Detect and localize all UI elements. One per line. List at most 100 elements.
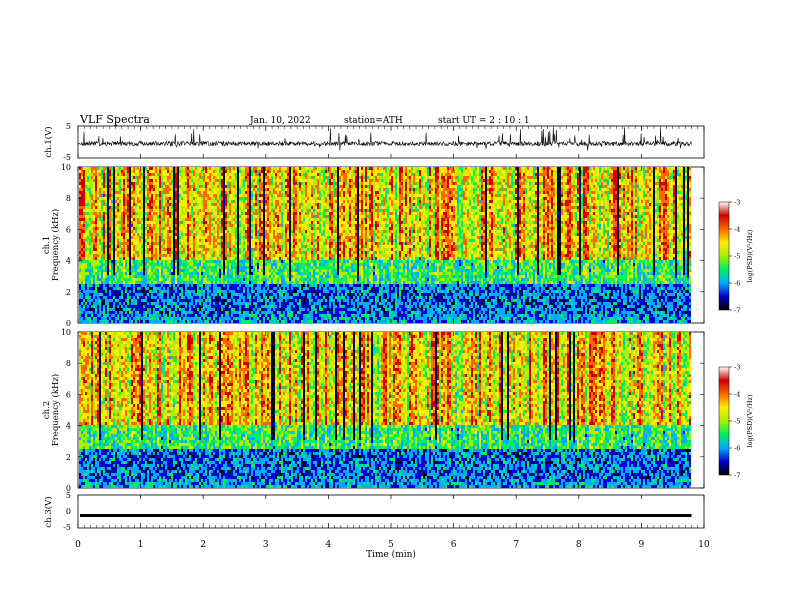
spectrogram-cell — [91, 245, 93, 248]
spectrogram-cell — [125, 257, 127, 260]
spectrogram-cell — [139, 275, 141, 278]
spectrogram-cell — [157, 251, 159, 254]
spectrogram-cell — [191, 170, 193, 173]
spectrogram-cell — [245, 281, 247, 284]
spectrogram-cell — [173, 224, 175, 227]
spectrogram-cell — [125, 188, 127, 191]
spectrogram-cell — [211, 236, 213, 239]
spectrogram-cell — [189, 215, 191, 218]
spectrogram-cell — [253, 206, 255, 209]
spectrogram-cell — [141, 224, 143, 227]
spectrogram-cell — [249, 314, 251, 317]
spectrogram-cell — [237, 182, 239, 185]
spectrogram-cell — [91, 275, 93, 278]
spectrogram-cell — [171, 317, 173, 320]
spectrogram-cell — [211, 233, 213, 236]
spectrogram-cell — [179, 233, 181, 236]
spectrogram-cell — [221, 197, 223, 200]
spectrogram-cell — [259, 230, 261, 233]
spectrogram-cell — [119, 185, 121, 188]
spectrogram-cell — [93, 176, 95, 179]
spectrogram-cell — [193, 173, 195, 176]
spectrogram-cell — [219, 218, 221, 221]
spectrogram-cell — [185, 230, 187, 233]
spectrogram-cell — [83, 233, 85, 236]
spectrogram-cell — [95, 242, 97, 245]
spectrogram-cell — [181, 218, 183, 221]
spectrogram-cell — [169, 218, 171, 221]
spectrogram-cell — [87, 263, 89, 266]
spectrogram-cell — [93, 290, 95, 293]
spectrogram-cell — [85, 290, 87, 293]
spectrogram-cell — [255, 305, 257, 308]
spectrogram-cell — [113, 221, 115, 224]
spectrogram-cell — [189, 248, 191, 251]
spectrogram-cell — [187, 167, 189, 170]
spectrogram-cell — [153, 233, 155, 236]
spectrogram-cell — [229, 173, 231, 176]
spectrogram-cell — [175, 290, 177, 293]
spectrogram-cell — [163, 290, 165, 293]
spectrogram-cell — [269, 188, 271, 191]
spectrogram-cell — [105, 188, 107, 191]
spectrogram-cell — [269, 287, 271, 290]
spectrogram-cell — [153, 281, 155, 284]
spectrogram-cell — [205, 299, 207, 302]
spectrogram-cell — [211, 314, 213, 317]
spectrogram-cell — [87, 293, 89, 296]
spectrogram-cell — [183, 206, 185, 209]
spectrogram-cell — [129, 257, 131, 260]
spectrogram-cell — [231, 302, 233, 305]
spectrogram-cell — [217, 170, 219, 173]
spectrogram-cell — [135, 215, 137, 218]
spectrogram-cell — [135, 212, 137, 215]
spectrogram-cell — [171, 224, 173, 227]
spectrogram-cell — [129, 308, 131, 311]
spectrogram-cell — [119, 308, 121, 311]
spectrogram-cell — [135, 296, 137, 299]
spectrogram-cell — [93, 296, 95, 299]
spectrogram-cell — [229, 278, 231, 281]
spectrogram-cell — [175, 221, 177, 224]
spectrogram-cell — [157, 263, 159, 266]
spectrogram-cell — [179, 281, 181, 284]
spectrogram-cell — [95, 179, 97, 182]
spectrogram-cell — [115, 239, 117, 242]
spectrogram-cell — [241, 185, 243, 188]
spectrogram-cell — [81, 203, 83, 206]
spectrogram-cell — [223, 317, 225, 320]
spectrogram-cell — [231, 254, 233, 257]
spectrogram-cell — [91, 212, 93, 215]
spectrogram-cell — [129, 296, 131, 299]
spectrogram-cell — [191, 224, 193, 227]
spectrogram-cell — [207, 281, 209, 284]
spectrogram-cell — [175, 239, 177, 242]
spectrogram-cell — [177, 287, 179, 290]
spectrogram-cell — [249, 284, 251, 287]
spectrogram-cell — [89, 182, 91, 185]
spectrogram-cell — [201, 296, 203, 299]
spectrogram-cell — [235, 275, 237, 278]
spectrogram-cell — [175, 212, 177, 215]
spectrogram-cell — [181, 209, 183, 212]
spectrogram-cell — [97, 269, 99, 272]
spectrogram-cell — [249, 212, 251, 215]
spectrogram-cell — [111, 215, 113, 218]
spectrogram-cell — [179, 221, 181, 224]
spectrogram-cell — [223, 290, 225, 293]
spectrogram-cell — [109, 221, 111, 224]
spectrogram-cell — [197, 215, 199, 218]
spectrogram-cell — [235, 227, 237, 230]
spectrogram-cell — [247, 302, 249, 305]
spectrogram-cell — [261, 185, 263, 188]
spectrogram-cell — [125, 263, 127, 266]
spectrogram-cell — [139, 218, 141, 221]
spectrogram-cell — [141, 305, 143, 308]
spectrogram-cell — [149, 227, 151, 230]
spectrogram-cell — [119, 287, 121, 290]
spectrogram-cell — [267, 293, 269, 296]
spectrogram-cell — [81, 188, 83, 191]
spectrogram-cell — [175, 170, 177, 173]
spectrogram-cell — [123, 218, 125, 221]
spectrogram-cell — [211, 173, 213, 176]
